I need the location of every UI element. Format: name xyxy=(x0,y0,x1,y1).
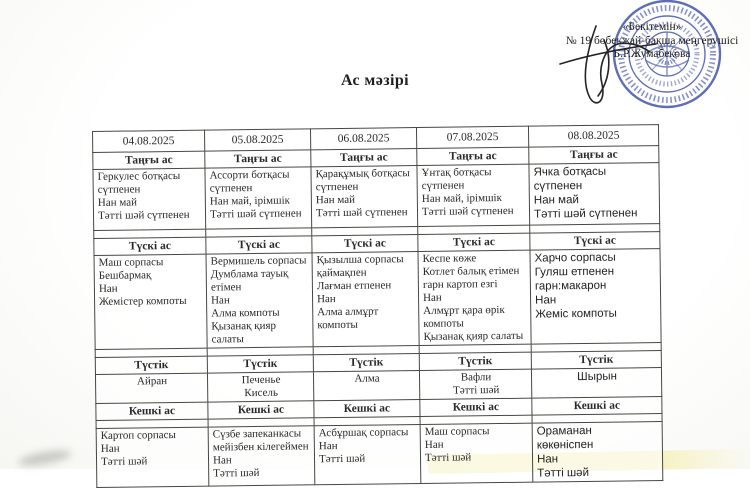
approval-name: Б.Р.Жумабекова xyxy=(613,48,691,60)
menu-cell: Харчо сорпасы Гуляш етпенен гарн:макарон… xyxy=(529,248,662,345)
date-cell: 05.08.2025 xyxy=(204,128,311,152)
breakfast-row: Геркулес ботқасы сүтпенен Нан май Тәтті … xyxy=(92,162,660,231)
section-label: Таңғы ас xyxy=(204,149,311,169)
section-label: Түстік xyxy=(207,354,314,374)
menu-cell: Вермишель сорпасы Думблама тауық етімен … xyxy=(206,252,314,349)
menu-cell: Ораманан көкөніспен Нан Тәтті шәй xyxy=(532,421,663,483)
page-title: Ас мәзірі xyxy=(340,72,410,89)
menu-cell: Маш сорпасы Нан Тәтті шәй xyxy=(420,423,533,484)
menu-table: 04.08.2025 05.08.2025 06.08.2025 07.08.2… xyxy=(92,124,664,488)
menu-cell: Сүзбе запеканкасы мейізбен кілегеймен На… xyxy=(208,425,315,487)
section-label: Таңғы ас xyxy=(416,147,529,166)
menu-cell: Ассорти ботқасы сүтпенен Нан май, ірімші… xyxy=(204,166,312,230)
section-label: Кешкі ас xyxy=(531,396,662,416)
date-cell: 07.08.2025 xyxy=(416,126,529,149)
approval-status: «Бекітемін» xyxy=(622,21,682,33)
section-label: Кешкі ас xyxy=(95,402,209,421)
menu-cell: Кеспе көже Котлет балық етімен гарн карт… xyxy=(417,250,532,346)
date-cell: 08.08.2025 xyxy=(528,124,659,148)
menu-cell: Вафли Тәтті шәй xyxy=(419,369,532,400)
section-label: Түстік xyxy=(95,356,208,375)
menu-cell: Печенье Кисель xyxy=(207,371,314,403)
lunch-row: Маш сорпасы Бешбармақ Нан Жемістер компо… xyxy=(94,248,662,350)
section-label: Таңғы ас xyxy=(528,145,659,165)
menu-cell: Асбұршақ сорпасы Нан Тәтті шәй xyxy=(314,424,421,485)
official-seal xyxy=(612,0,722,109)
dinner-row: Картоп сорпасы Нан Тәтті шәй Сүзбе запек… xyxy=(96,421,663,488)
menu-cell: Алма xyxy=(313,370,420,401)
menu-cell: Шырын xyxy=(531,367,662,399)
section-label: Түскі ас xyxy=(311,234,418,253)
photo-smudge xyxy=(17,447,73,469)
section-label: Кешкі ас xyxy=(313,399,421,418)
menu-cell: Картоп сорпасы Нан Тәтті шәй xyxy=(96,427,209,488)
section-label: Түскі ас xyxy=(205,235,313,255)
section-label: Түстік xyxy=(313,353,420,372)
menu-cell: Қызылша сорпасы қаймақпен Лағман етпенен… xyxy=(312,251,420,347)
menu-cell: Маш сорпасы Бешбармақ Нан Жемістер компо… xyxy=(94,254,208,350)
date-cell: 06.08.2025 xyxy=(310,127,417,150)
approval-position: № 19 бөбекжай-бақша меңгерушісі xyxy=(565,34,739,47)
section-label: Түскі ас xyxy=(417,233,530,252)
signature xyxy=(559,25,657,104)
menu-cell: Ячка ботқасы сүтпенен Нан май Тәтті шәй … xyxy=(528,162,660,226)
section-label: Таңғы ас xyxy=(92,151,205,170)
section-label: Таңғы ас xyxy=(310,148,417,167)
section-label: Кешкі ас xyxy=(419,398,533,417)
menu-cell: Қарақұмық ботқасы сүтпенен Нан май Тәтті… xyxy=(310,165,418,228)
section-label: Түстік xyxy=(531,350,662,370)
date-cell: 04.08.2025 xyxy=(92,130,205,153)
section-label: Түскі ас xyxy=(93,237,207,256)
section-label: Кешкі ас xyxy=(207,400,315,420)
approval-block: «Бекітемін» № 19 бөбекжай-бақша меңгеруш… xyxy=(552,21,750,62)
menu-cell: Айран xyxy=(95,373,208,404)
menu-cell: Ұнтақ ботқасы сүтпенен Нан май, ірімшік … xyxy=(416,164,530,227)
section-label: Түскі ас xyxy=(529,231,660,251)
section-label: Түстік xyxy=(419,352,532,371)
menu-cell: Геркулес ботқасы сүтпенен Нан май Тәтті … xyxy=(92,168,206,231)
